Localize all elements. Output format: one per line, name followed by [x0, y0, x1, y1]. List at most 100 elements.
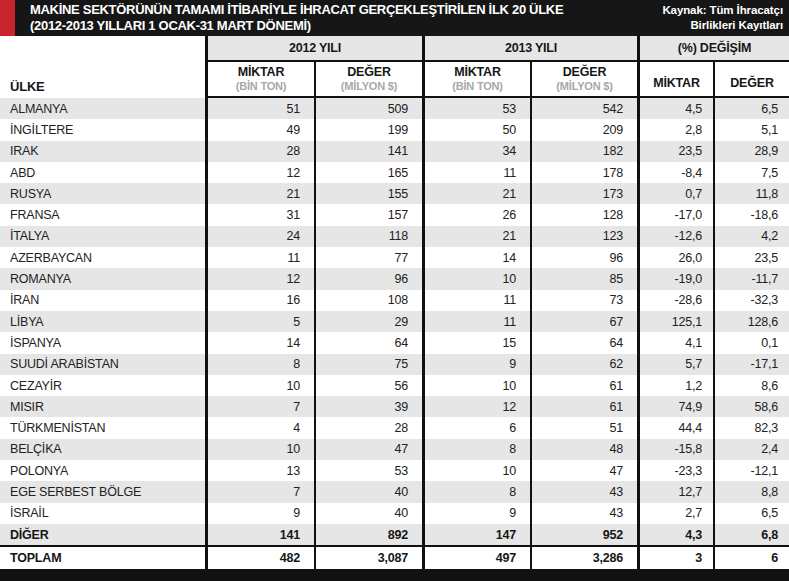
col-header-country: ÜLKE: [0, 62, 205, 98]
cell-2013-miktar: 53: [422, 98, 530, 119]
col-header-2013-miktar: MİKTAR (BİN TON): [422, 62, 530, 98]
cell-pct-deger: 4,2: [713, 226, 789, 247]
cell-2012-miktar: 9: [205, 503, 314, 524]
cell-2013-deger: 85: [530, 268, 637, 289]
cell-2012-miktar: 10: [205, 439, 314, 460]
source-note: Kaynak: Tüm İhracatçı Birlikleri Kayıtla…: [662, 3, 789, 33]
cell-2012-miktar: 14: [205, 332, 314, 353]
col-header-pct-miktar: MİKTAR: [637, 62, 713, 98]
cell-2013-deger: 952: [530, 524, 637, 545]
cell-pct-miktar: 5,7: [637, 354, 713, 375]
cell-2013-deger: 178: [530, 162, 637, 183]
col-header-unit: (BİN TON): [236, 80, 287, 93]
cell-pct-deger: -18,6: [713, 204, 789, 225]
cell-2012-deger: 165: [314, 162, 422, 183]
country-cell: BELÇİKA: [0, 439, 205, 460]
cell-2013-deger: 123: [530, 226, 637, 247]
cell-2013-miktar: 8: [422, 481, 530, 502]
cell-pct-miktar: 4,1: [637, 332, 713, 353]
country-cell: IRAK: [0, 141, 205, 162]
source-line-2: Birlikleri Kayıtları: [662, 18, 783, 33]
country-cell: İSPANYA: [0, 332, 205, 353]
cell-pct-deger: 7,5: [713, 162, 789, 183]
table-row: SUUDİ ARABİSTAN8759625,7-17,1: [0, 354, 789, 375]
table-row: CEZAYİR105610611,28,6: [0, 375, 789, 396]
cell-2013-deger: 48: [530, 439, 637, 460]
country-cell: POLONYA: [0, 460, 205, 481]
table-row: DİĞER1418921479524,36,8: [0, 524, 789, 545]
table-row: TÜRKMENİSTAN42865144,482,3: [0, 417, 789, 438]
cell-2012-deger: 157: [314, 204, 422, 225]
cell-2012-deger: 509: [314, 98, 422, 119]
country-cell: TOPLAM: [0, 547, 205, 568]
table-row: IRAK281413418223,528,9: [0, 141, 789, 162]
cell-2013-deger: 61: [530, 375, 637, 396]
col-header-label: MİKTAR: [454, 65, 500, 79]
cell-2013-deger: 47: [530, 460, 637, 481]
page-title: MAKİNE SEKTÖRÜNÜN TAMAMI İTİBARİYLE İHRA…: [0, 2, 563, 33]
country-cell: İTALYA: [0, 226, 205, 247]
cell-pct-deger: 6,8: [713, 524, 789, 545]
country-cell: ROMANYA: [0, 268, 205, 289]
cell-pct-miktar: -19,0: [637, 268, 713, 289]
cell-2013-miktar: 11: [422, 162, 530, 183]
cell-pct-deger: 11,8: [713, 183, 789, 204]
cell-pct-deger: 6,5: [713, 503, 789, 524]
cell-2012-deger: 29: [314, 311, 422, 332]
col-header-unit: (BİN TON): [452, 80, 503, 93]
country-cell: MISIR: [0, 396, 205, 417]
cell-2013-deger: 542: [530, 98, 637, 119]
source-line-1: Kaynak: Tüm İhracatçı: [662, 3, 783, 18]
cell-pct-deger: -12,1: [713, 460, 789, 481]
col-group-pct-change: (%) DEĞİŞİM: [637, 36, 789, 62]
table-row: İRAN161081173-28,6-32,3: [0, 290, 789, 311]
footer-bar: [0, 569, 789, 581]
cell-2013-miktar: 11: [422, 311, 530, 332]
cell-2012-deger: 3,087: [314, 547, 422, 568]
cell-2012-miktar: 16: [205, 290, 314, 311]
cell-2012-deger: 155: [314, 183, 422, 204]
cell-2013-deger: 209: [530, 119, 637, 140]
cell-2012-miktar: 141: [205, 524, 314, 545]
table-row: İSRAİL9409432,76,5: [0, 503, 789, 524]
cell-2012-deger: 77: [314, 247, 422, 268]
cell-pct-deger: 23,5: [713, 247, 789, 268]
table-row: FRANSA3115726128-17,0-18,6: [0, 204, 789, 225]
cell-2013-deger: 43: [530, 503, 637, 524]
cell-pct-miktar: 44,4: [637, 417, 713, 438]
cell-pct-deger: 5,1: [713, 119, 789, 140]
export-table-panel: MAKİNE SEKTÖRÜNÜN TAMAMI İTİBARİYLE İHRA…: [0, 0, 789, 581]
cell-pct-deger: 82,3: [713, 417, 789, 438]
cell-2012-deger: 96: [314, 268, 422, 289]
cell-2012-miktar: 11: [205, 247, 314, 268]
cell-2013-deger: 61: [530, 396, 637, 417]
table-row: BELÇİKA1047848-15,82,4: [0, 439, 789, 460]
cell-2013-miktar: 9: [422, 354, 530, 375]
cell-2012-miktar: 8: [205, 354, 314, 375]
country-cell: SUUDİ ARABİSTAN: [0, 354, 205, 375]
cell-pct-miktar: 4,3: [637, 524, 713, 545]
cell-pct-miktar: 1,2: [637, 375, 713, 396]
cell-pct-miktar: 74,9: [637, 396, 713, 417]
col-header-label: MİKTAR: [238, 65, 284, 79]
cell-pct-deger: -11,7: [713, 268, 789, 289]
cell-2013-deger: 73: [530, 290, 637, 311]
country-cell: ALMANYA: [0, 98, 205, 119]
table-row: EGE SERBEST BÖLGE74084312,78,8: [0, 481, 789, 502]
cell-2012-miktar: 31: [205, 204, 314, 225]
table-row: AZERBAYCAN1177149626,023,5: [0, 247, 789, 268]
cell-2013-miktar: 8: [422, 439, 530, 460]
cell-pct-deger: 58,6: [713, 396, 789, 417]
cell-2012-miktar: 28: [205, 141, 314, 162]
cell-2012-miktar: 12: [205, 162, 314, 183]
cell-pct-miktar: -15,8: [637, 439, 713, 460]
cell-2012-deger: 75: [314, 354, 422, 375]
cell-pct-deger: 6,5: [713, 98, 789, 119]
cell-2012-miktar: 7: [205, 396, 314, 417]
table-row: İTALYA2411821123-12,64,2: [0, 226, 789, 247]
country-cell: İRAN: [0, 290, 205, 311]
country-column-spacer: [0, 36, 205, 62]
cell-pct-miktar: 125,1: [637, 311, 713, 332]
table-row: ROMANYA12961085-19,0-11,7: [0, 268, 789, 289]
column-header-row: ÜLKE MİKTAR (BİN TON) DEĞER (MİLYON $) M…: [0, 62, 789, 98]
